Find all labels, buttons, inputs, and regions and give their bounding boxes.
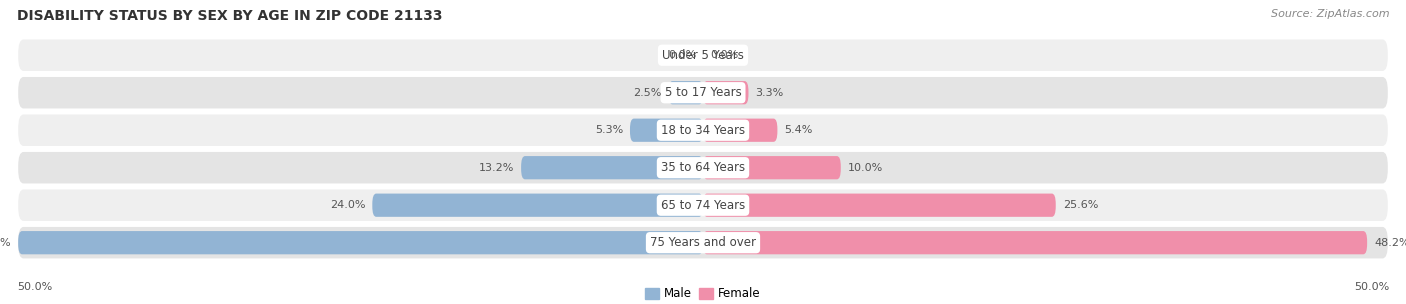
FancyBboxPatch shape [18, 189, 1388, 221]
FancyBboxPatch shape [669, 81, 703, 104]
Legend: Male, Female: Male, Female [641, 283, 765, 304]
FancyBboxPatch shape [703, 81, 748, 104]
Text: 5.4%: 5.4% [785, 125, 813, 135]
FancyBboxPatch shape [18, 40, 1388, 71]
Text: 0.0%: 0.0% [710, 50, 738, 60]
FancyBboxPatch shape [18, 77, 1388, 109]
Text: 10.0%: 10.0% [848, 163, 883, 173]
Text: 0.0%: 0.0% [668, 50, 696, 60]
FancyBboxPatch shape [703, 119, 778, 142]
FancyBboxPatch shape [630, 119, 703, 142]
FancyBboxPatch shape [522, 156, 703, 179]
Text: 5.3%: 5.3% [595, 125, 623, 135]
Text: 50.0%: 50.0% [17, 282, 52, 292]
FancyBboxPatch shape [703, 231, 1367, 254]
Text: 5 to 17 Years: 5 to 17 Years [665, 86, 741, 99]
Text: 24.0%: 24.0% [330, 200, 366, 210]
Text: Source: ZipAtlas.com: Source: ZipAtlas.com [1271, 9, 1389, 19]
FancyBboxPatch shape [703, 194, 1056, 217]
Text: 18 to 34 Years: 18 to 34 Years [661, 124, 745, 137]
FancyBboxPatch shape [18, 227, 1388, 258]
Text: Under 5 Years: Under 5 Years [662, 49, 744, 62]
FancyBboxPatch shape [373, 194, 703, 217]
Text: 49.7%: 49.7% [0, 238, 11, 248]
Text: 75 Years and over: 75 Years and over [650, 236, 756, 249]
FancyBboxPatch shape [18, 115, 1388, 146]
FancyBboxPatch shape [18, 152, 1388, 183]
Text: 2.5%: 2.5% [633, 88, 662, 98]
Text: 65 to 74 Years: 65 to 74 Years [661, 199, 745, 212]
Text: DISABILITY STATUS BY SEX BY AGE IN ZIP CODE 21133: DISABILITY STATUS BY SEX BY AGE IN ZIP C… [17, 9, 443, 23]
Text: 35 to 64 Years: 35 to 64 Years [661, 161, 745, 174]
Text: 3.3%: 3.3% [755, 88, 783, 98]
Text: 48.2%: 48.2% [1374, 238, 1406, 248]
Text: 50.0%: 50.0% [1354, 282, 1389, 292]
FancyBboxPatch shape [18, 231, 703, 254]
FancyBboxPatch shape [703, 156, 841, 179]
Text: 13.2%: 13.2% [479, 163, 515, 173]
Text: 25.6%: 25.6% [1063, 200, 1098, 210]
